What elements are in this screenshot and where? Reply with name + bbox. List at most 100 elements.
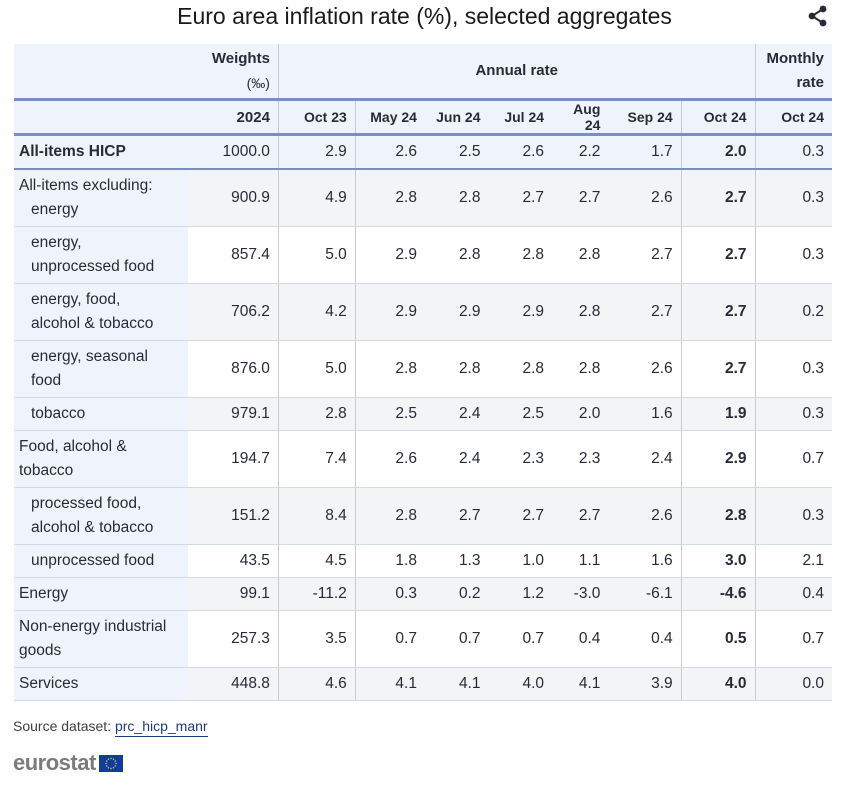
table-row: energy, food, alcohol & tobacco 706.2 4.2 2.… [14, 283, 832, 341]
row-label-text: processed food, [31, 495, 142, 512]
annual-rate-cell: 2.9 [488, 283, 553, 341]
annual-rate-cell: 2.6 [608, 169, 682, 227]
annual-rate-cell: 4.2 [278, 283, 356, 341]
header-period: May 24 [355, 98, 425, 136]
annual-rate-cell: 2.8 [488, 340, 553, 398]
header-blank [14, 44, 189, 100]
monthly-rate-cell: 0.3 [755, 169, 832, 227]
annual-rate-cell: 2.7 [552, 169, 609, 227]
annual-rate-cell: 2.7 [681, 340, 756, 398]
table-row: unprocessed food 43.5 4.5 1.8 1.3 1.0 1.1 1.6 3.… [14, 544, 832, 578]
source-line: Source dataset: prc_hicp_manr [13, 718, 208, 737]
annual-rate-cell: 2.7 [681, 169, 756, 227]
row-label-text: All-items HICP [19, 143, 126, 160]
row-label-text-2: alcohol & tobacco [31, 315, 154, 332]
header-period: Sep 24 [608, 98, 682, 136]
annual-rate-cell: 0.3 [355, 577, 425, 611]
annual-rate-cell: 2.6 [355, 134, 425, 170]
weight-cell: 448.8 [188, 667, 279, 701]
annual-rate-cell: 2.9 [355, 226, 425, 284]
monthly-rate-cell: 0.7 [755, 610, 832, 668]
row-label-text-2: energy [31, 201, 79, 218]
source-dataset-link[interactable]: prc_hicp_manr [114, 718, 208, 737]
annual-rate-cell: 4.1 [552, 667, 609, 701]
annual-rate-cell: 2.0 [552, 397, 609, 431]
page-title: Euro area inflation rate (%), selected a… [177, 3, 672, 29]
weight-cell: 194.7 [188, 430, 279, 488]
row-label: Energy [14, 577, 189, 611]
monthly-rate-cell: 0.0 [755, 667, 832, 701]
annual-rate-cell: 2.9 [355, 283, 425, 341]
header-period: Aug 24 [552, 98, 609, 136]
annual-rate-cell: 0.4 [552, 610, 609, 668]
row-label-text: energy, seasonal [31, 348, 148, 365]
annual-rate-cell: 1.0 [488, 544, 553, 578]
annual-rate-cell: 2.7 [608, 226, 682, 284]
annual-rate-cell: 2.8 [552, 283, 609, 341]
row-label-text: energy, food, [31, 291, 121, 308]
annual-rate-cell: 2.8 [355, 487, 425, 545]
monthly-label-line1: Monthly [766, 50, 825, 67]
header-annual-rate: Annual rate [278, 44, 756, 100]
annual-rate-cell: 2.7 [424, 487, 489, 545]
row-label: processed food, alcohol & tobacco [14, 487, 189, 545]
row-label: unprocessed food [14, 544, 189, 578]
annual-rate-cell: 2.7 [608, 283, 682, 341]
monthly-label-line2: rate [796, 74, 824, 91]
table-row: energy, unprocessed food 857.4 5.0 2.9 2.8 2.8… [14, 226, 832, 284]
annual-rate-cell: 5.0 [278, 226, 356, 284]
annual-rate-cell: -4.6 [681, 577, 756, 611]
row-label-text: Non-energy industrial [19, 618, 167, 635]
inflation-table: Weights (‰) Annual rate Monthly rate 202… [14, 44, 832, 701]
logo-text: eurostat [13, 750, 96, 775]
annual-rate-cell: 0.2 [424, 577, 489, 611]
annual-rate-cell: 4.9 [278, 169, 356, 227]
annual-rate-cell: 1.9 [681, 397, 756, 431]
monthly-rate-cell: 0.4 [755, 577, 832, 611]
annual-rate-cell: 0.4 [608, 610, 682, 668]
annual-rate-cell: 1.3 [424, 544, 489, 578]
annual-rate-cell: 2.5 [355, 397, 425, 431]
table-row: All-items excluding: energy 900.9 4.9 2.8 2.8… [14, 169, 832, 227]
annual-rate-cell: 4.1 [355, 667, 425, 701]
annual-rate-cell: -11.2 [278, 577, 356, 611]
table-row: Services 448.8 4.6 4.1 4.1 4.0 4.1 3.9 4.0 0.0 [14, 667, 832, 701]
source-label: Source dataset: [13, 718, 112, 734]
share-icon[interactable] [806, 4, 830, 28]
annual-rate-cell: 2.8 [681, 487, 756, 545]
annual-rate-cell: 2.0 [681, 134, 756, 170]
header-period: Oct 24 [681, 98, 756, 136]
weight-cell: 876.0 [188, 340, 279, 398]
row-label-text: Services [19, 675, 79, 692]
annual-rate-cell: 1.1 [552, 544, 609, 578]
row-label: tobacco [14, 397, 189, 431]
header-row-periods: 2024 Oct 23 May 24 Jun 24 Jul 24 Aug 24 … [14, 98, 832, 136]
annual-rate-cell: 2.6 [488, 134, 553, 170]
annual-rate-cell: -3.0 [552, 577, 609, 611]
annual-rate-cell: 2.7 [488, 169, 553, 227]
weight-cell: 900.9 [188, 169, 279, 227]
annual-rate-cell: 2.7 [552, 487, 609, 545]
eurostat-logo: eurostat [13, 750, 123, 776]
annual-rate-cell: 4.5 [278, 544, 356, 578]
annual-rate-cell: 2.4 [608, 430, 682, 488]
header-monthly-period: Oct 24 [755, 98, 832, 136]
header-period: Jul 24 [488, 98, 553, 136]
annual-rate-cell: 7.4 [278, 430, 356, 488]
row-label-text: Energy [19, 585, 69, 602]
annual-rate-cell: 2.9 [681, 430, 756, 488]
monthly-rate-cell: 0.3 [755, 487, 832, 545]
annual-rate-cell: 2.8 [552, 226, 609, 284]
annual-rate-cell: 2.9 [424, 283, 489, 341]
annual-rate-cell: 4.0 [681, 667, 756, 701]
annual-rate-cell: 0.5 [681, 610, 756, 668]
header-monthly-rate: Monthly rate [755, 44, 832, 100]
annual-rate-cell: -6.1 [608, 577, 682, 611]
monthly-rate-cell: 0.3 [755, 134, 832, 170]
monthly-rate-cell: 0.3 [755, 397, 832, 431]
annual-rate-cell: 4.6 [278, 667, 356, 701]
row-label: All-items HICP [14, 134, 189, 170]
row-label-text-2: food [31, 372, 62, 389]
eu-flag-icon [98, 754, 123, 772]
monthly-rate-cell: 0.7 [755, 430, 832, 488]
